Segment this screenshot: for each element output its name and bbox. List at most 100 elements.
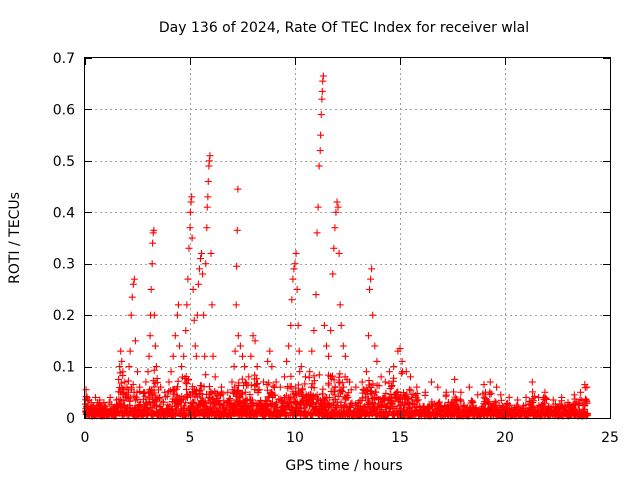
- data-point: [398, 357, 406, 365]
- data-point: [260, 378, 267, 386]
- data-point: [288, 296, 296, 304]
- data-point: [169, 352, 177, 360]
- data-point: [489, 403, 497, 411]
- data-point: [388, 397, 396, 405]
- data-point: [245, 373, 253, 381]
- data-point: [193, 311, 201, 319]
- data-point: [187, 198, 195, 206]
- data-point: [347, 386, 355, 394]
- data-point: [117, 379, 125, 387]
- data-point: [348, 399, 356, 407]
- data-point: [486, 390, 494, 398]
- data-point: [421, 391, 429, 399]
- data-point: [330, 244, 338, 252]
- data-point: [336, 301, 344, 309]
- data-point: [203, 224, 211, 232]
- grid: [85, 58, 610, 418]
- data-point: [287, 372, 295, 380]
- data-point: [150, 226, 158, 234]
- y-tick-label: 0.7: [53, 51, 75, 67]
- data-point: [283, 357, 291, 365]
- data-point: [325, 381, 333, 389]
- data-point: [167, 368, 175, 376]
- data-point: [335, 249, 343, 257]
- data-point: [381, 378, 389, 386]
- data-point: [82, 386, 90, 394]
- data-point: [407, 386, 415, 394]
- data-point: [195, 265, 203, 273]
- data-point: [390, 374, 398, 382]
- data-point: [291, 260, 299, 268]
- y-tick-label: 0.5: [53, 154, 75, 170]
- data-point: [341, 352, 349, 360]
- data-point: [325, 394, 333, 402]
- data-point: [313, 229, 321, 237]
- data-point: [126, 397, 134, 405]
- data-point: [583, 399, 591, 407]
- data-point: [344, 393, 352, 401]
- data-point: [145, 352, 153, 360]
- data-point: [574, 399, 582, 407]
- axis-ticks: 0 5 10 15 20 25 0 0.1 0.2 0.3 0.4 0.5 0.6 0.7: [53, 51, 619, 446]
- data-point: [148, 260, 156, 268]
- data-point: [128, 293, 136, 301]
- data-point: [398, 369, 406, 377]
- data-point: [302, 373, 309, 381]
- plot-frame: [84, 57, 611, 419]
- data-point: [340, 383, 348, 391]
- data-point: [474, 391, 482, 399]
- data-point: [335, 392, 343, 400]
- data-point: [306, 368, 314, 376]
- x-tick-label: 10: [286, 430, 304, 446]
- data-point: [335, 373, 343, 381]
- data-point: [388, 382, 396, 390]
- data-point: [119, 372, 127, 380]
- data-point: [159, 398, 167, 406]
- data-point: [434, 399, 442, 407]
- data-point: [493, 383, 501, 391]
- data-point: [151, 342, 159, 350]
- data-point: [190, 399, 198, 407]
- data-point: [328, 372, 336, 380]
- data-point: [287, 382, 295, 390]
- data-point: [171, 332, 179, 340]
- data-point: [263, 381, 271, 389]
- x-tick-label: 0: [81, 430, 90, 446]
- data-point: [338, 379, 346, 387]
- data-point: [323, 342, 330, 350]
- data-point: [327, 327, 335, 335]
- data-point: [413, 390, 421, 398]
- y-tick-label: 0.2: [53, 308, 75, 324]
- data-point: [399, 389, 407, 397]
- data-point: [185, 244, 193, 252]
- data-point: [202, 371, 210, 379]
- data-point: [491, 398, 499, 406]
- data-point: [365, 332, 372, 340]
- data-point: [414, 396, 422, 404]
- data-point: [188, 193, 196, 201]
- data-point: [318, 95, 326, 103]
- data-point: [190, 316, 198, 324]
- data-point: [239, 352, 246, 360]
- data-point: [367, 275, 375, 283]
- data-point: [336, 370, 344, 378]
- data-point: [338, 387, 346, 395]
- data-point: [413, 383, 421, 391]
- data-point: [362, 368, 370, 376]
- data-point: [156, 402, 164, 410]
- data-point: [290, 265, 298, 273]
- data-point: [318, 87, 326, 95]
- data-point: [253, 380, 261, 388]
- data-point: [334, 203, 342, 211]
- data-point: [299, 385, 307, 393]
- data-point: [200, 311, 208, 319]
- data-point: [204, 177, 212, 185]
- data-point: [233, 226, 241, 234]
- data-point: [144, 368, 152, 376]
- x-tick-label: 15: [391, 430, 409, 446]
- data-point: [206, 152, 214, 160]
- data-point: [118, 357, 126, 365]
- data-point: [106, 393, 114, 401]
- data-point: [251, 371, 259, 379]
